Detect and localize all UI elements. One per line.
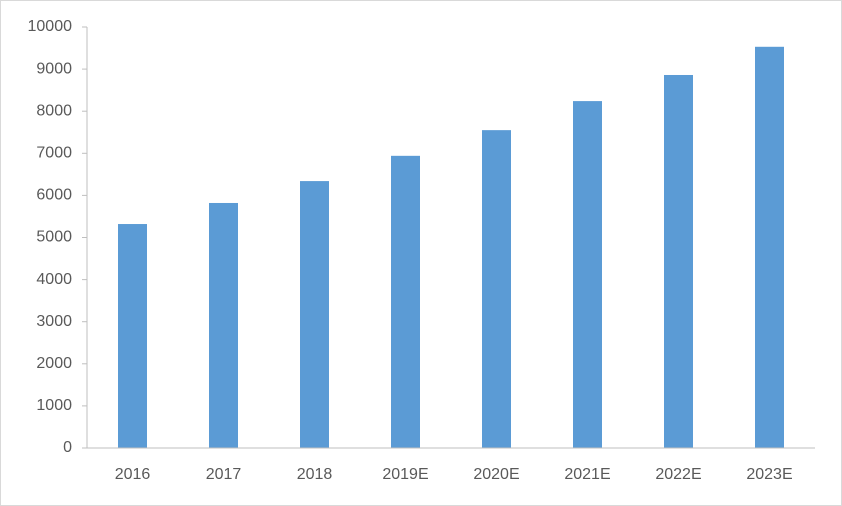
x-tick-label: 2017: [206, 466, 242, 483]
y-tick-label: 5000: [36, 229, 72, 246]
x-tick-label: 2019E: [382, 466, 428, 483]
bar: [755, 46, 784, 449]
y-tick-label: 6000: [36, 187, 72, 204]
x-tick-label: 2021E: [564, 466, 610, 483]
bar: [300, 181, 329, 448]
y-tick-label: 9000: [36, 60, 72, 77]
y-tick-label: 8000: [36, 102, 72, 119]
bar: [482, 130, 511, 448]
x-tick-label: 2022E: [655, 466, 701, 483]
x-tick-label: 2023E: [746, 466, 792, 483]
bar: [573, 101, 602, 448]
y-tick-label: 3000: [36, 313, 72, 330]
y-tick-label: 4000: [36, 271, 72, 288]
x-tick-label: 2018: [297, 466, 333, 483]
bar: [209, 202, 238, 448]
x-tick-label: 2016: [115, 466, 151, 483]
y-tick-label: 7000: [36, 145, 72, 162]
y-tick-label: 0: [63, 439, 72, 456]
y-tick-label: 2000: [36, 355, 72, 372]
y-tick-label: 10000: [28, 18, 73, 35]
y-tick-label: 1000: [36, 397, 72, 414]
x-tick-label: 2020E: [473, 466, 519, 483]
bar: [118, 224, 147, 448]
bar: [664, 74, 693, 448]
bar: [391, 155, 420, 449]
